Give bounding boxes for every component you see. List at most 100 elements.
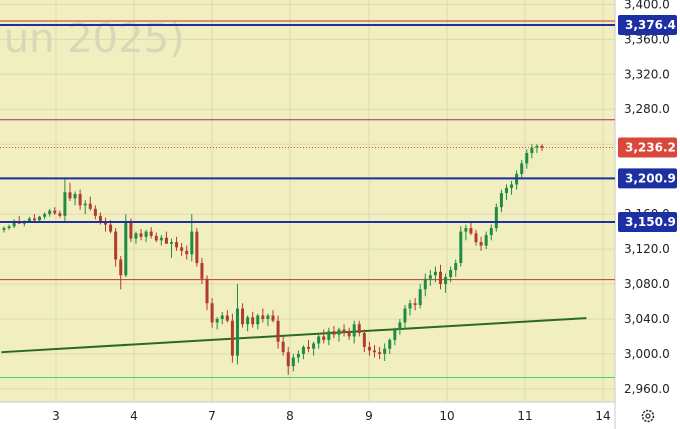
candle-body	[88, 203, 92, 209]
y-tick-label: 3,080.0	[624, 277, 670, 291]
price-badge-label: 3,200.9	[625, 171, 676, 185]
candle-body	[164, 237, 168, 244]
price-badge	[618, 168, 677, 189]
y-tick-label: 3,040.0	[624, 312, 670, 326]
candle-body	[38, 216, 42, 221]
candle-body	[484, 235, 488, 246]
candle-body	[347, 332, 351, 337]
candle-body	[464, 228, 468, 232]
candle-body	[459, 231, 463, 264]
candle-body	[342, 329, 346, 333]
candle-body	[109, 224, 113, 232]
candle-body	[301, 346, 305, 354]
candle-body	[418, 289, 422, 305]
candle-body	[73, 194, 77, 199]
candle-body	[276, 320, 280, 342]
candle-body	[271, 315, 275, 321]
candle-body	[32, 218, 36, 221]
candle-body	[362, 332, 366, 347]
candle-body	[504, 187, 508, 194]
candle-body	[190, 231, 194, 255]
candle-body	[169, 242, 173, 244]
candle-body	[525, 152, 529, 164]
candle-body	[205, 278, 209, 304]
candle-body	[144, 231, 148, 237]
candle-body	[175, 242, 179, 248]
candle-body	[251, 317, 255, 325]
candle-body	[286, 352, 290, 367]
x-tick-label: 10	[439, 409, 454, 423]
candle-body	[322, 336, 326, 340]
candle-body	[48, 210, 52, 215]
gear-icon[interactable]	[641, 409, 655, 423]
candle-body	[499, 193, 503, 208]
candle-body	[149, 231, 153, 236]
candle-body	[98, 215, 102, 222]
candle-body	[373, 350, 377, 353]
candle-body	[215, 318, 219, 323]
candle-body	[114, 231, 118, 260]
candle-body	[235, 308, 239, 356]
candle-body	[134, 233, 138, 239]
candle-body	[27, 218, 31, 222]
candle-body	[124, 222, 128, 276]
y-tick-label: 3,320.0	[624, 67, 670, 81]
candle-body	[449, 270, 453, 278]
candle-body	[261, 315, 265, 319]
candle-body	[210, 303, 214, 323]
candle-body	[200, 263, 204, 279]
y-tick-label: 3,120.0	[624, 242, 670, 256]
candle-body	[540, 145, 544, 148]
price-badge-label: 3,236.2	[625, 141, 676, 155]
x-tick-label: 9	[365, 409, 373, 423]
candle-body	[296, 353, 300, 358]
trendline[interactable]	[1, 317, 587, 354]
candle-body	[438, 271, 442, 285]
candle-body	[474, 233, 478, 243]
candle-body	[312, 343, 316, 349]
candle-body	[43, 214, 47, 217]
candle-body	[428, 275, 432, 279]
candle-body	[180, 247, 184, 251]
candle-body	[225, 315, 229, 321]
candle-body	[195, 231, 199, 264]
candle-body	[530, 147, 534, 153]
price-badge-label: 3,376.4	[625, 18, 676, 32]
candle-body	[63, 192, 67, 216]
candle-body	[433, 271, 437, 276]
time-axis[interactable]	[0, 402, 615, 429]
candle-body	[291, 357, 295, 367]
candle-body	[93, 208, 97, 216]
candle-body	[444, 277, 448, 285]
y-tick-label: 3,360.0	[624, 32, 670, 46]
candle-body	[119, 259, 123, 276]
candle-body	[129, 222, 133, 239]
gear-icon-outer	[641, 409, 655, 423]
candle-body	[154, 235, 158, 241]
candle-body	[68, 192, 72, 199]
candle-body	[357, 324, 361, 333]
candle-body	[266, 315, 270, 319]
candle-body	[2, 228, 6, 230]
candle-body	[454, 263, 458, 271]
x-tick-label: 4	[130, 409, 138, 423]
price-badge	[618, 137, 677, 158]
price-badge	[618, 14, 677, 35]
candle-body	[489, 228, 493, 236]
candle-body	[256, 315, 260, 325]
candle-body	[281, 341, 285, 353]
price-badge	[618, 212, 677, 233]
candle-body	[469, 228, 473, 234]
candle-body	[520, 163, 524, 174]
candle-body	[367, 346, 371, 351]
candle-body	[408, 303, 412, 309]
candle-body	[494, 207, 498, 229]
candle-body	[383, 348, 387, 354]
gear-icon-inner	[645, 413, 651, 419]
x-tick-label: 7	[208, 409, 216, 423]
candle-body	[7, 226, 11, 229]
y-tick-label: 3,280.0	[624, 102, 670, 116]
price-badge-label: 3,150.9	[625, 215, 676, 229]
